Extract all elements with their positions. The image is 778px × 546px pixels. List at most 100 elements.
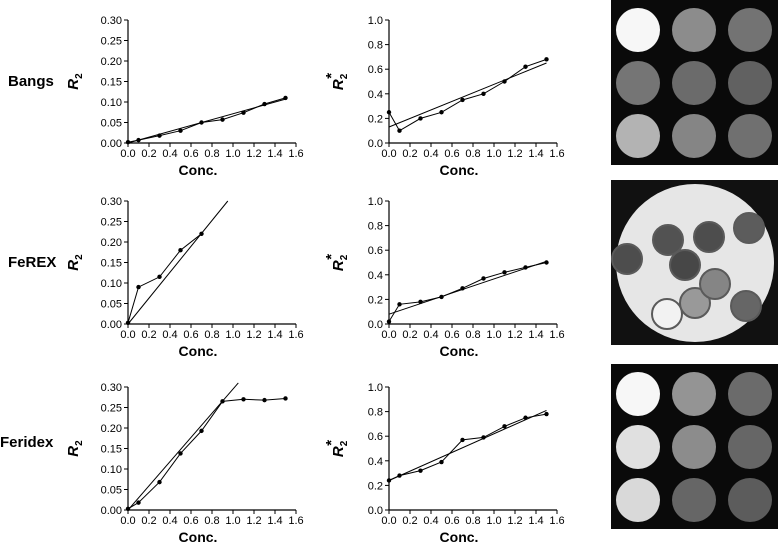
y-tick-label: 0.20: [101, 423, 122, 435]
x-axis-label: Conc.: [440, 529, 479, 545]
x-tick-label: 0.6: [444, 515, 459, 527]
x-tick-label: 0.2: [141, 148, 156, 160]
y-tick-label: 0.10: [101, 278, 122, 290]
y-axis-label: R2: [65, 254, 85, 271]
x-tick-label: 1.0: [486, 515, 501, 527]
data-point: [157, 274, 162, 280]
sample-vial: [616, 8, 660, 52]
data-point: [502, 270, 507, 275]
y-tick-label: 0.4: [368, 89, 383, 101]
x-tick-label: 1.6: [549, 329, 564, 341]
data-point: [386, 110, 392, 115]
y-tick-label: 0.2: [368, 113, 383, 125]
data-point: [386, 319, 392, 324]
data-point: [178, 451, 183, 456]
x-tick-label: 0.0: [381, 148, 396, 160]
data-point: [220, 117, 225, 122]
x-tick-label: 1.4: [528, 148, 543, 160]
data-point: [481, 91, 486, 97]
y-tick-label: 0.0: [368, 505, 383, 517]
sample-vial: [699, 268, 731, 300]
y-tick-label: 0.15: [101, 444, 122, 456]
x-tick-label: 1.2: [246, 329, 261, 341]
data-line: [127, 97, 286, 143]
x-tick-label: 0.4: [423, 329, 438, 341]
sample-vial: [672, 8, 716, 52]
x-tick-label: 0.8: [204, 515, 219, 527]
x-tick-label: 1.2: [507, 515, 522, 527]
sample-vial: [672, 114, 716, 158]
y-tick-label: 0.8: [368, 40, 383, 52]
data-point: [544, 411, 549, 417]
chart-bangs-r2: 0.00 0.05 0.10 0.15 0.20 0.25 0.30 0.0 0.2 0.4 0.6…: [65, 15, 304, 178]
data-point: [418, 468, 423, 473]
data-point: [460, 437, 465, 443]
data-point: [397, 302, 402, 307]
data-point: [544, 57, 549, 62]
y-tick-label: 0.6: [368, 245, 383, 257]
data-point: [262, 397, 267, 403]
sample-vial: [728, 372, 772, 416]
fit-line: [388, 62, 547, 128]
mri-image-2: [611, 180, 778, 345]
x-tick-label: 0.2: [402, 515, 417, 527]
row-label-feridex: Feridex: [0, 434, 54, 451]
x-tick-label: 0.6: [444, 148, 459, 160]
sample-vial: [616, 478, 660, 522]
y-tick-label: 0.25: [101, 217, 122, 229]
y-tick-label: 0.05: [101, 485, 122, 497]
fit-line: [388, 260, 547, 315]
x-tick-label: 1.2: [246, 148, 261, 160]
x-axis-label: Conc.: [440, 343, 479, 359]
x-axis-label: Conc.: [440, 162, 479, 178]
data-point: [157, 479, 162, 485]
y-axis-label: R2*: [323, 254, 350, 271]
sample-vial: [728, 478, 772, 522]
y-tick-label: 1.0: [368, 196, 383, 208]
x-tick-label: 1.0: [225, 148, 240, 160]
y-tick-label: 1.0: [368, 15, 383, 27]
x-tick-label: 1.6: [288, 329, 303, 341]
data-point: [178, 248, 183, 253]
sample-vial: [669, 249, 701, 281]
x-tick-label: 1.4: [267, 148, 282, 160]
sample-vial: [651, 298, 683, 330]
fit-line: [127, 200, 229, 325]
x-tick-label: 0.0: [381, 329, 396, 341]
sample-vial: [730, 290, 762, 322]
chart-ferex-r2: 0.00 0.05 0.10 0.15 0.20 0.25 0.30 0.0 0.2 0.4 0.6…: [65, 196, 304, 359]
data-point: [460, 97, 465, 103]
y-tick-label: 0.05: [101, 118, 122, 130]
x-tick-label: 1.2: [246, 515, 261, 527]
data-point: [481, 276, 486, 281]
data-point: [397, 128, 402, 133]
y-tick-label: 0.6: [368, 431, 383, 443]
x-tick-label: 1.0: [486, 329, 501, 341]
data-line: [388, 262, 547, 322]
y-tick-label: 0.25: [101, 36, 122, 48]
x-tick-label: 0.8: [465, 329, 480, 341]
y-tick-label: 0.4: [368, 456, 383, 468]
y-tick-label: 0.00: [101, 138, 122, 150]
x-tick-label: 1.4: [267, 329, 282, 341]
sample-vial: [679, 287, 711, 319]
x-tick-label: 0.4: [162, 515, 177, 527]
x-tick-label: 0.6: [444, 329, 459, 341]
y-axis-label: R2: [65, 440, 85, 457]
y-tick-label: 0.0: [368, 138, 383, 150]
y-tick-label: 0.15: [101, 77, 122, 89]
sample-vial: [672, 478, 716, 522]
fit-line: [127, 382, 239, 511]
data-point: [544, 260, 549, 265]
data-point: [125, 320, 131, 325]
x-tick-label: 0.2: [402, 329, 417, 341]
x-axis-label: Conc.: [179, 162, 218, 178]
x-tick-label: 0.8: [204, 329, 219, 341]
y-tick-label: 0.2: [368, 480, 383, 492]
x-tick-label: 1.6: [549, 515, 564, 527]
x-tick-label: 0.2: [402, 148, 417, 160]
sample-vial: [672, 61, 716, 105]
x-tick-label: 1.4: [528, 515, 543, 527]
data-line: [388, 413, 547, 481]
x-tick-label: 0.0: [381, 515, 396, 527]
